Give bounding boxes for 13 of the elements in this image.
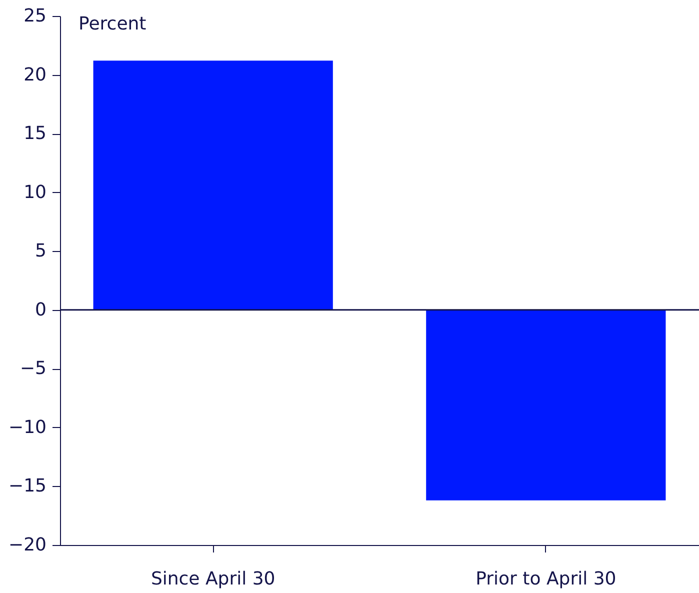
y-tick-label: −20 — [8, 534, 46, 556]
y-tick-label: 0 — [35, 299, 46, 320]
y-tick-label: −15 — [8, 476, 46, 497]
y-tick-label: 15 — [24, 123, 46, 144]
y-tick-label: 5 — [35, 240, 46, 262]
y-tick-label: 25 — [24, 6, 46, 26]
y-tick-label: 20 — [24, 64, 46, 86]
y-tick-label: 10 — [24, 182, 46, 203]
y-tick-label: −5 — [20, 358, 46, 380]
y-tick-label: −10 — [8, 416, 46, 438]
x-tick-label: Since April 30 — [150, 568, 276, 590]
x-tick-label: Prior to April 30 — [476, 568, 616, 590]
y-axis-title: Percent — [78, 14, 146, 34]
